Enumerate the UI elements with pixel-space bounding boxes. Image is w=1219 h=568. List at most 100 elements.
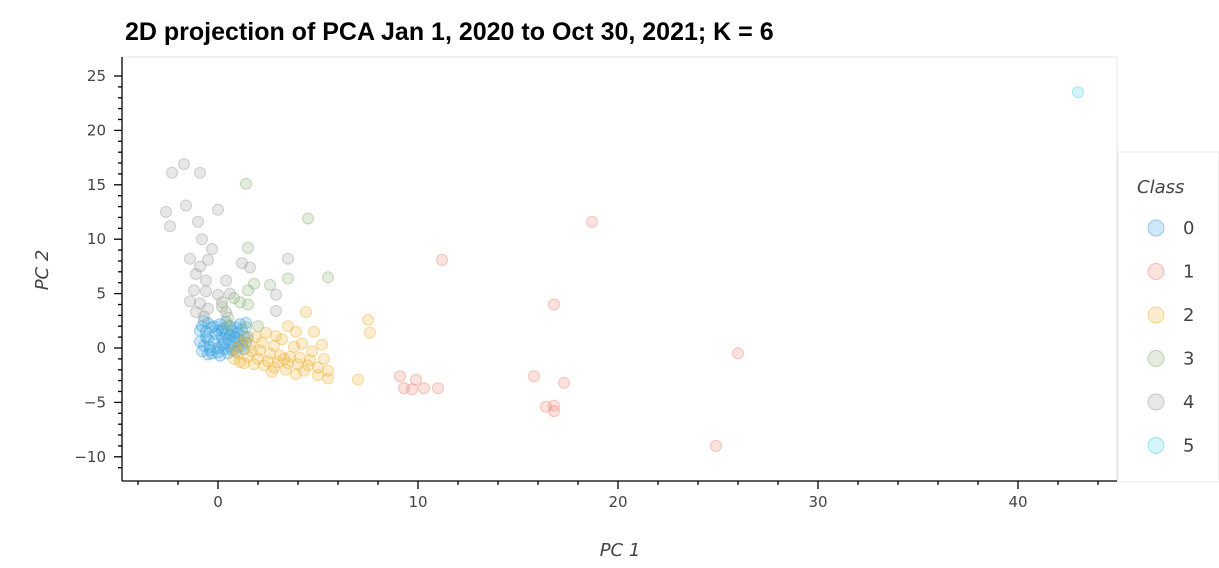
scatter-point-class-3 — [243, 299, 254, 310]
scatter-point-class-5 — [1073, 87, 1084, 98]
legend-box — [1118, 152, 1219, 482]
scatter-point-class-4 — [245, 262, 256, 273]
scatter-point-class-4 — [189, 285, 200, 296]
scatter-point-class-2 — [307, 346, 318, 357]
scatter-point-class-4 — [161, 207, 172, 218]
scatter-point-class-2 — [313, 370, 324, 381]
legend-marker-class-1 — [1148, 264, 1164, 280]
scatter-point-class-2 — [289, 341, 300, 352]
points-layer — [161, 87, 1084, 452]
scatter-point-class-2 — [319, 353, 330, 364]
scatter-point-class-2 — [363, 314, 374, 325]
y-tick-label: 0 — [96, 339, 106, 357]
scatter-point-class-4 — [185, 253, 196, 264]
legend-label-class-5: 5 — [1183, 436, 1194, 457]
scatter-point-class-4 — [271, 289, 282, 300]
y-tick-label: 20 — [87, 121, 106, 139]
scatter-point-class-1 — [733, 348, 744, 359]
x-tick-label: 30 — [808, 493, 827, 511]
scatter-point-class-3 — [303, 213, 314, 224]
scatter-point-class-2 — [281, 364, 292, 375]
legend-label-class-0: 0 — [1183, 218, 1194, 239]
scatter-point-class-2 — [323, 373, 334, 384]
scatter-point-class-2 — [365, 327, 376, 338]
y-axis-ticks: −10 −5 0 5 10 15 20 25 — [74, 67, 122, 468]
scatter-point-class-4 — [213, 204, 224, 215]
legend-marker-class-3 — [1148, 351, 1164, 367]
x-axis-ticks: 0 10 20 30 40 — [138, 481, 1098, 511]
y-tick-label: −5 — [84, 393, 106, 411]
scatter-point-class-3 — [241, 322, 252, 333]
scatter-point-class-1 — [411, 374, 422, 385]
scatter-point-class-2 — [353, 374, 364, 385]
scatter-point-class-4 — [195, 167, 206, 178]
scatter-point-class-2 — [291, 326, 302, 337]
scatter-point-class-2 — [251, 332, 262, 343]
legend-label-class-4: 4 — [1183, 392, 1194, 413]
scatter-point-class-2 — [231, 343, 242, 354]
scatter-point-class-3 — [243, 285, 254, 296]
scatter-point-class-3 — [253, 321, 264, 332]
scatter-point-class-3 — [243, 242, 254, 253]
y-axis-label: PC 2 — [32, 250, 53, 291]
scatter-point-class-1 — [549, 299, 560, 310]
y-tick-label: 10 — [87, 230, 106, 248]
scatter-point-class-0 — [215, 350, 226, 361]
scatter-point-class-4 — [207, 244, 218, 255]
scatter-point-class-4 — [221, 307, 232, 318]
scatter-point-class-2 — [241, 333, 252, 344]
x-tick-label: 0 — [213, 493, 223, 511]
scatter-point-class-4 — [201, 286, 212, 297]
scatter-point-class-4 — [221, 275, 232, 286]
scatter-point-class-4 — [199, 311, 210, 322]
scatter-point-class-4 — [197, 234, 208, 245]
y-tick-label: 25 — [87, 67, 106, 85]
scatter-point-class-3 — [223, 320, 234, 331]
plot-frame — [122, 57, 1117, 481]
chart-title: 2D projection of PCA Jan 1, 2020 to Oct … — [125, 18, 774, 46]
x-axis-label: PC 1 — [600, 540, 641, 561]
legend: Class 0 1 2 3 4 5 — [1118, 152, 1219, 482]
scatter-point-class-2 — [295, 352, 306, 363]
scatter-point-class-1 — [529, 371, 540, 382]
scatter-point-class-2 — [235, 357, 246, 368]
scatter-point-class-3 — [323, 272, 334, 283]
scatter-point-class-1 — [419, 383, 430, 394]
scatter-point-class-3 — [241, 178, 252, 189]
legend-label-class-1: 1 — [1183, 262, 1194, 283]
scatter-point-class-2 — [309, 326, 320, 337]
scatter-point-class-2 — [299, 365, 310, 376]
scatter-point-class-2 — [271, 331, 282, 342]
x-tick-label: 20 — [608, 493, 627, 511]
x-tick-label: 10 — [408, 493, 427, 511]
scatter-point-class-2 — [249, 359, 260, 370]
scatter-point-class-2 — [301, 307, 312, 318]
legend-label-class-2: 2 — [1183, 305, 1194, 326]
legend-marker-class-0 — [1148, 220, 1164, 236]
scatter-point-class-4 — [167, 167, 178, 178]
scatter-point-class-4 — [191, 269, 202, 280]
scatter-point-class-1 — [437, 254, 448, 265]
legend-title: Class — [1137, 177, 1184, 198]
scatter-point-class-4 — [179, 159, 190, 170]
scatter-point-class-4 — [271, 306, 282, 317]
scatter-point-class-2 — [267, 366, 278, 377]
scatter-point-class-1 — [549, 406, 560, 417]
scatter-point-class-4 — [193, 216, 204, 227]
scatter-point-class-1 — [433, 383, 444, 394]
scatter-point-class-2 — [279, 353, 290, 364]
y-tick-label: 15 — [87, 176, 106, 194]
legend-marker-class-4 — [1148, 394, 1164, 410]
y-tick-label: 5 — [96, 285, 106, 303]
legend-marker-class-2 — [1148, 307, 1164, 323]
scatter-point-class-4 — [185, 296, 196, 307]
scatter-point-class-2 — [265, 348, 276, 359]
scatter-point-class-4 — [225, 288, 236, 299]
x-tick-label: 40 — [1008, 493, 1027, 511]
scatter-point-class-0 — [197, 321, 208, 332]
scatter-point-class-4 — [201, 275, 212, 286]
y-tick-label: −10 — [74, 448, 106, 466]
scatter-point-class-3 — [265, 279, 276, 290]
scatter-point-class-2 — [247, 346, 258, 357]
